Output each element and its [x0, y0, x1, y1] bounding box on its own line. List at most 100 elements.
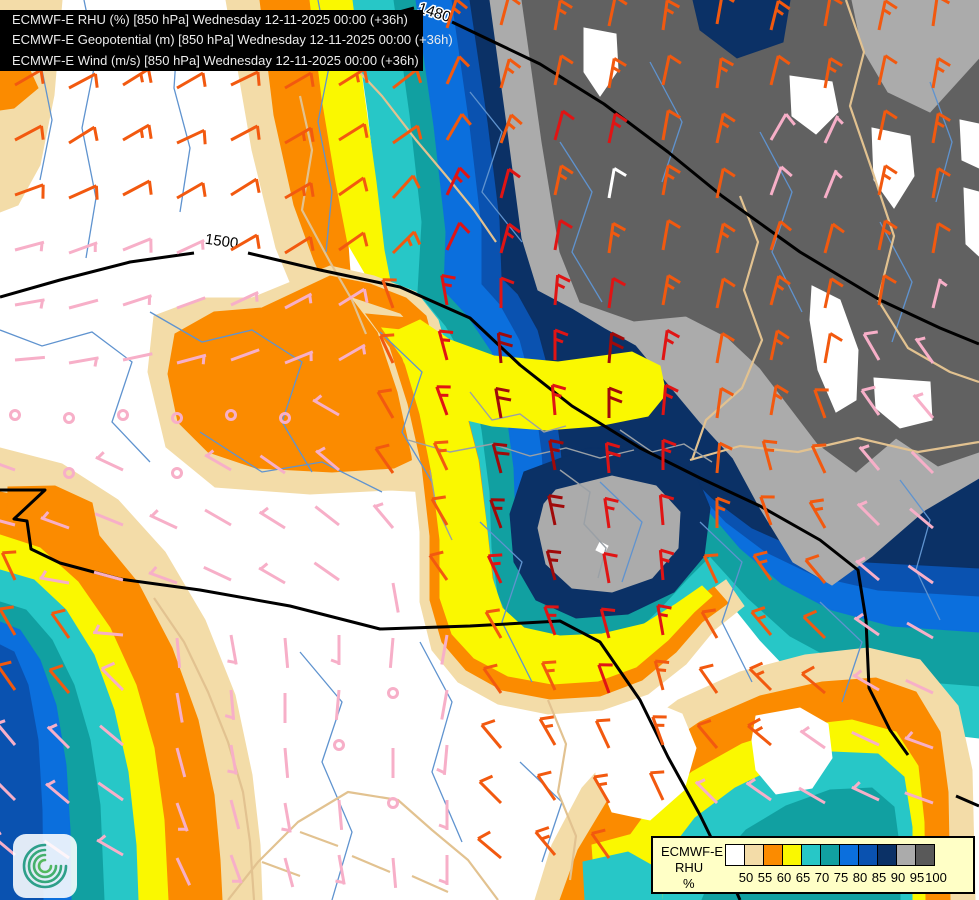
legend-swatch: [877, 844, 897, 866]
wind-barb: [175, 802, 189, 832]
river-line: [199, 431, 383, 493]
wind-barb: [855, 556, 880, 582]
wind-barb: [499, 113, 523, 144]
wind-barb: [445, 221, 471, 251]
wind-barb: [438, 855, 449, 885]
river-line: [899, 479, 941, 621]
wind-barb: [553, 273, 571, 306]
wind-barb: [45, 779, 70, 805]
wind-barb: [284, 71, 315, 90]
wind-barb: [428, 550, 449, 581]
wind-barb: [599, 607, 616, 639]
wind-barb: [538, 715, 557, 746]
river-line: [819, 601, 863, 703]
river-line: [559, 141, 603, 303]
wind-barb: [430, 495, 449, 526]
legend-swatch: [858, 844, 878, 866]
wind-barb: [658, 548, 675, 581]
country-border-line: [299, 830, 339, 848]
wind-barb: [95, 451, 124, 472]
wind-barb: [489, 498, 505, 529]
wind-barb: [122, 123, 153, 142]
country-border-line: [298, 95, 368, 335]
wind-barb: [39, 570, 70, 585]
wind-barb: [100, 661, 125, 692]
wind-barb: [904, 791, 934, 805]
wind-barb: [284, 292, 313, 310]
wind-barb: [769, 113, 796, 141]
wind-barb: [769, 220, 793, 251]
rhu-color-legend: ECMWF-E RHU % 50 55 60 65 70 75 80 85 90 95 100: [651, 836, 975, 894]
wind-barb: [607, 57, 627, 89]
wind-barb: [334, 689, 341, 721]
wind-barb: [176, 71, 207, 90]
wind-barb: [315, 446, 340, 472]
admin-border-line: [619, 429, 713, 463]
wind-barb: [283, 857, 295, 888]
wind-barb: [607, 276, 627, 309]
wind-barb: [0, 458, 16, 472]
wind-barb: [550, 383, 567, 416]
wind-barb: [93, 570, 124, 582]
wind-barb: [227, 744, 238, 775]
wind-barb: [877, 219, 898, 251]
wind-barb: [230, 124, 261, 142]
wind-barb: [224, 689, 236, 721]
wind-barb: [607, 386, 623, 418]
wind-barb: [543, 605, 559, 636]
wind-barb: [480, 719, 503, 749]
wind-barb: [804, 554, 827, 584]
wind-barb: [484, 608, 503, 639]
wind-barb: [337, 799, 344, 831]
wind-barb: [752, 550, 773, 581]
wind-barb: [694, 778, 719, 805]
wind-barb: [94, 512, 124, 527]
wind-barb: [553, 219, 573, 251]
wind-barb: [486, 553, 503, 584]
wind-barb: [14, 298, 45, 309]
wind-barb: [592, 773, 611, 804]
wind-barb: [594, 718, 611, 749]
wind-barb: [284, 181, 315, 200]
country-border-line: [227, 790, 499, 900]
wind-barb: [68, 184, 99, 200]
geopotential-contour-line: [451, 20, 979, 346]
wind-barb: [122, 352, 153, 362]
wind-barb: [553, 109, 575, 141]
wind-barb: [769, 274, 791, 306]
legend-swatch: [839, 844, 859, 866]
wind-barb: [715, 332, 735, 364]
wind-barb: [715, 56, 735, 89]
wind-barb: [149, 509, 178, 530]
wind-barb: [661, 274, 681, 306]
river-line: [479, 521, 533, 683]
wind-barb: [432, 440, 449, 471]
wind-barb: [661, 383, 679, 416]
wind-barb: [68, 298, 99, 310]
wind-barb: [122, 237, 153, 253]
legend-swatch: [915, 844, 935, 866]
wind-barb: [553, 164, 574, 196]
wind-barb: [378, 333, 395, 364]
wind-barb: [823, 169, 843, 199]
wind-barb: [312, 394, 340, 417]
wind-barb: [122, 67, 153, 87]
legend-swatch: [725, 844, 745, 866]
legend-tick-label: 90: [890, 870, 906, 885]
legend-tick-label: 65: [795, 870, 811, 885]
wind-barb: [230, 233, 261, 252]
legend-swatch-row: [725, 844, 935, 866]
wind-barb: [99, 724, 124, 747]
wind-barb: [175, 692, 184, 723]
wind-barb: [769, 165, 793, 196]
wind-barb: [445, 166, 471, 196]
wind-barb: [46, 723, 71, 750]
wind-barb: [603, 496, 619, 529]
river-line: [699, 521, 753, 683]
wind-barb: [545, 549, 562, 581]
wind-barb: [392, 124, 423, 145]
wind-barb: [906, 621, 934, 640]
